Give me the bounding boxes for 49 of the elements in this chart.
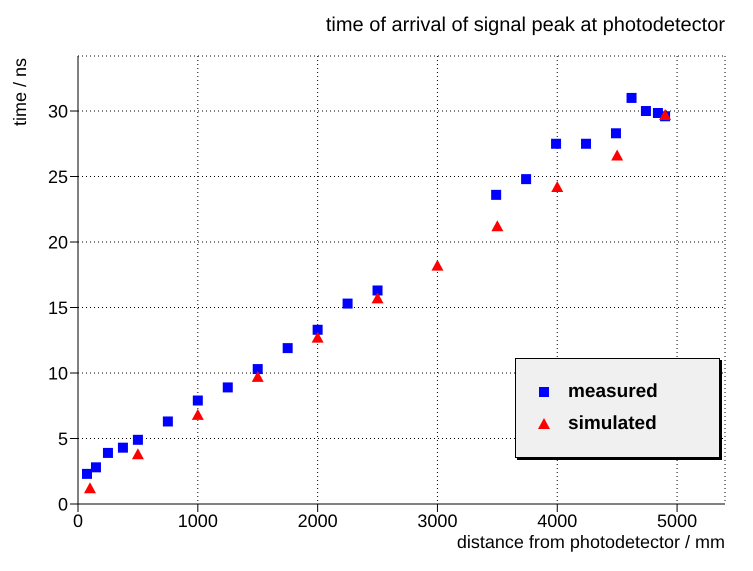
point [610, 128, 621, 138]
point [118, 442, 128, 453]
y-tick-label: 10 [48, 363, 68, 384]
point [431, 260, 444, 271]
y-tick-label: 0 [58, 494, 68, 514]
chart-title: time of arrival of signal peak at photodetector [324, 14, 725, 37]
legend-label: simulated [568, 413, 657, 435]
point [82, 468, 92, 479]
x-tick-label: 2000 [298, 510, 338, 531]
point [132, 434, 143, 445]
point [222, 382, 233, 392]
point [192, 396, 203, 406]
point [252, 364, 263, 374]
point [192, 408, 204, 420]
point [282, 343, 293, 354]
point [252, 370, 264, 382]
point [551, 138, 562, 149]
point [491, 190, 502, 200]
point [640, 106, 651, 116]
y-tick-label: 15 [48, 298, 68, 318]
x-tick-label: 0 [72, 510, 84, 531]
point [372, 285, 383, 296]
point [551, 180, 564, 192]
point [312, 332, 324, 343]
y-tick-label: 20 [48, 232, 68, 252]
point [659, 108, 672, 120]
y-tick-label: 5 [58, 428, 68, 449]
point [581, 138, 592, 149]
legend-label: measured [568, 381, 658, 403]
y-axis-title: time / ns [10, 58, 30, 126]
point [521, 174, 532, 184]
y-tick-label: 25 [48, 166, 68, 187]
y-tick-label: 30 [48, 101, 68, 122]
point [372, 292, 384, 304]
point [611, 150, 624, 161]
point [491, 220, 504, 232]
x-axis-title: distance from photodetector / mm [456, 532, 725, 552]
point [84, 482, 96, 494]
point [342, 298, 353, 309]
point [626, 92, 637, 103]
point [102, 448, 113, 458]
x-tick-label: 5000 [657, 510, 698, 531]
point [312, 324, 323, 335]
point [90, 462, 101, 472]
point [132, 448, 144, 460]
point [162, 416, 173, 426]
x-tick-label: 3000 [417, 510, 458, 531]
x-tick-label: 1000 [178, 510, 218, 531]
x-tick-label: 4000 [537, 510, 578, 531]
